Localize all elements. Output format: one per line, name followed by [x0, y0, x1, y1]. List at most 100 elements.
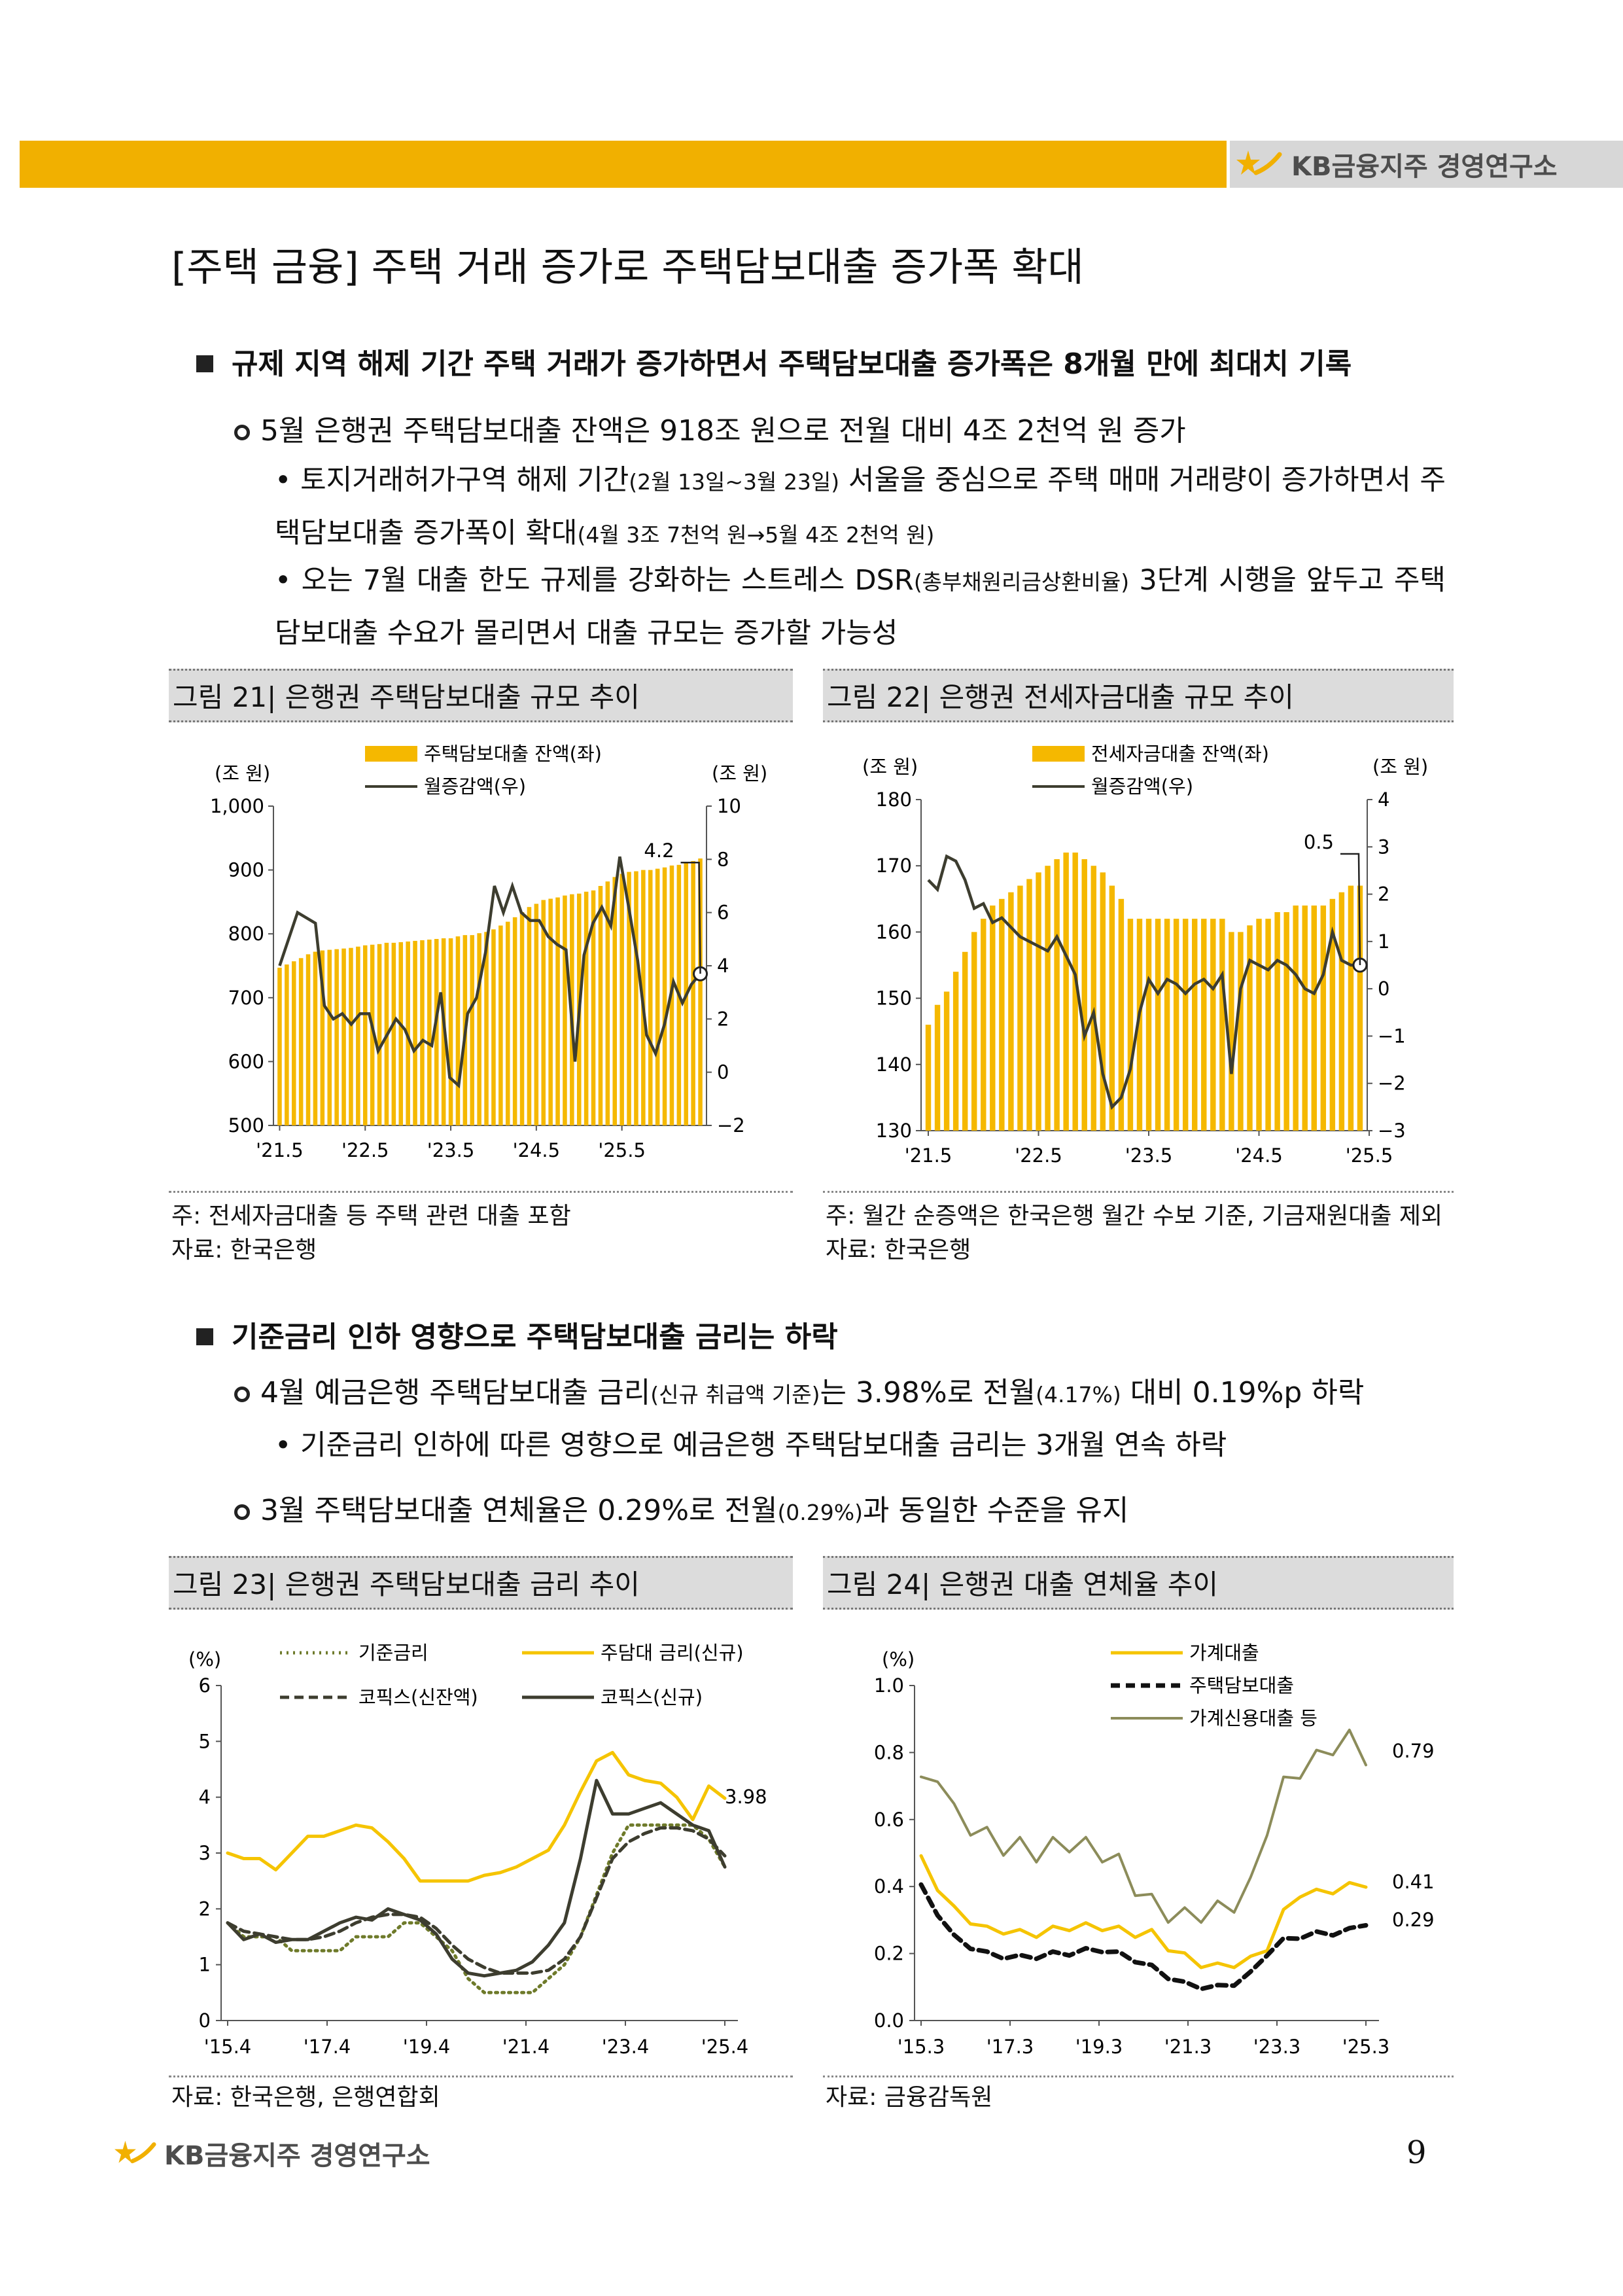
x-tick-label: '24.5 [1235, 1144, 1283, 1167]
x-tick-label: '21.4 [502, 2036, 550, 2058]
annotation-label: 0.29 [1392, 1909, 1435, 1931]
bar [1155, 919, 1161, 1131]
bar [962, 951, 968, 1131]
bar [370, 944, 375, 1125]
bar [377, 944, 382, 1125]
y-axis-unit: (%) [188, 1648, 221, 1670]
bar [305, 954, 311, 1125]
bar [277, 967, 282, 1125]
bar [398, 942, 404, 1125]
bar [1017, 885, 1023, 1131]
bar [285, 964, 289, 1125]
x-tick-label: '23.5 [427, 1139, 475, 1161]
sub1-text-b: (2월 13일~3월 23일) [629, 469, 840, 495]
bar [1036, 872, 1041, 1131]
page-number: 9 [1406, 2134, 1427, 2171]
y-tick-label: 6 [199, 1674, 211, 1697]
legend-bar-swatch [1032, 746, 1085, 762]
y-tick-label: 1.0 [874, 1674, 904, 1697]
bar [1238, 932, 1244, 1131]
sub1-text-c: 서울을 중심으로 주택 매매 거래량이 증가하면서 주택담보대출 증가폭이 확대 [275, 464, 1446, 550]
y-tick-label: 0.6 [874, 1809, 904, 1831]
point2-text-a: 3월 주택담보대출 연체율은 0.29%로 전월 [260, 1494, 778, 1527]
bar [1265, 919, 1271, 1131]
fig21-note: 주: 전세자금대출 등 주택 관련 대출 포함 자료: 한국은행 [171, 1199, 571, 1267]
right-tick-label: 2 [1378, 883, 1389, 906]
bar [491, 929, 496, 1125]
right-tick-label: 8 [717, 848, 729, 870]
bar [519, 912, 525, 1125]
bar [1081, 859, 1087, 1131]
bar [584, 891, 589, 1125]
bar [555, 897, 560, 1125]
y-tick-label: 0.4 [874, 1875, 904, 1898]
x-tick-label: '19.4 [403, 2036, 451, 2058]
series-line-1 [226, 1823, 727, 1994]
bar [527, 907, 532, 1125]
footer-brand: KB금융지주 경영연구소 [114, 2134, 430, 2172]
bar [498, 925, 503, 1125]
fig21-title: 그림 21| 은행권 주택담보대출 규모 추이 [169, 669, 793, 722]
bar [1100, 872, 1106, 1131]
fig24-chart: (%) 0.0 0.2 0.4 0.6 0.8 1.0 '15.3 '17.3 '19.3 '21.… [874, 1642, 1435, 2058]
fig22-note-text: 주: 월간 순증액은 한국은행 월간 수보 기준, 기금재원대출 제외 [826, 1203, 1443, 1229]
bar [1229, 932, 1234, 1131]
bar [1145, 919, 1152, 1131]
bar [1274, 912, 1280, 1131]
section1-sub1: • 토지거래허가구역 해제 기간(2월 13일~3월 23일) 서울을 중심으로… [275, 464, 1446, 550]
right-axis-unit: (조 원) [712, 762, 767, 785]
bar [1072, 852, 1078, 1131]
y-tick-label: 5 [199, 1730, 211, 1752]
bar [1329, 898, 1336, 1131]
left-tick-label: 160 [876, 921, 912, 943]
bar [1118, 898, 1125, 1131]
bar [484, 932, 489, 1125]
bar [662, 867, 667, 1125]
monthly-change-line [278, 856, 702, 1089]
bar [1026, 879, 1032, 1131]
section2-point2: 3월 주택담보대출 연체율은 0.29%로 전월(0.29%)과 동일한 수준을… [234, 1487, 1128, 1528]
y-tick-label: 0.2 [874, 1943, 904, 1965]
section1-point-text: 5월 은행권 주택담보대출 잔액은 918조 원으로 전월 대비 4조 2천억 … [260, 414, 1186, 448]
bar [320, 950, 325, 1125]
right-tick-label: −3 [1378, 1120, 1406, 1142]
bar [1091, 866, 1096, 1131]
bar [1127, 919, 1134, 1131]
legend-label-1: 기준금리 [358, 1642, 428, 1664]
bar [990, 905, 996, 1131]
right-tick-label: 6 [717, 902, 729, 924]
annotation-label: 0.79 [1392, 1740, 1435, 1762]
bar [327, 949, 332, 1125]
y-axis-unit: (%) [882, 1648, 915, 1670]
bar [691, 860, 695, 1125]
bar [1348, 885, 1354, 1131]
fig21-source: 자료: 한국은행 [171, 1237, 317, 1263]
point1-text-a: 4월 예금은행 주택담보대출 금리 [260, 1376, 651, 1409]
bar [1164, 919, 1170, 1131]
point1-text-d: (4.17%) [1036, 1382, 1121, 1407]
point2-text-b: (0.29%) [777, 1500, 864, 1525]
monthly-change-line [927, 854, 1360, 1110]
annotation-leader [1340, 853, 1361, 966]
x-tick-label: '25.4 [701, 2036, 749, 2058]
bar [1045, 866, 1051, 1131]
bar [391, 942, 396, 1125]
fig22-note: 주: 월간 순증액은 한국은행 월간 수보 기준, 기금재원대출 제외 자료: … [826, 1199, 1442, 1267]
left-tick-label: 1,000 [210, 795, 264, 817]
fig24-title: 그림 24| 은행권 대출 연체율 추이 [823, 1556, 1454, 1610]
bar [943, 991, 950, 1131]
bar [648, 870, 653, 1125]
right-tick-label: 2 [717, 1008, 729, 1030]
right-axis-unit: (조 원) [1372, 756, 1428, 778]
header-accent-bar [20, 141, 1227, 188]
left-tick-label: 500 [228, 1114, 264, 1137]
header-brand-panel [1230, 141, 1623, 188]
bar [420, 940, 425, 1125]
y-tick-label: 3 [199, 1842, 211, 1864]
y-tick-label: 1 [199, 1954, 211, 1976]
bar [634, 871, 638, 1125]
x-tick-label: '22.5 [1015, 1144, 1062, 1167]
bar [1256, 919, 1262, 1131]
right-tick-label: 10 [717, 795, 741, 817]
bar [627, 872, 631, 1125]
